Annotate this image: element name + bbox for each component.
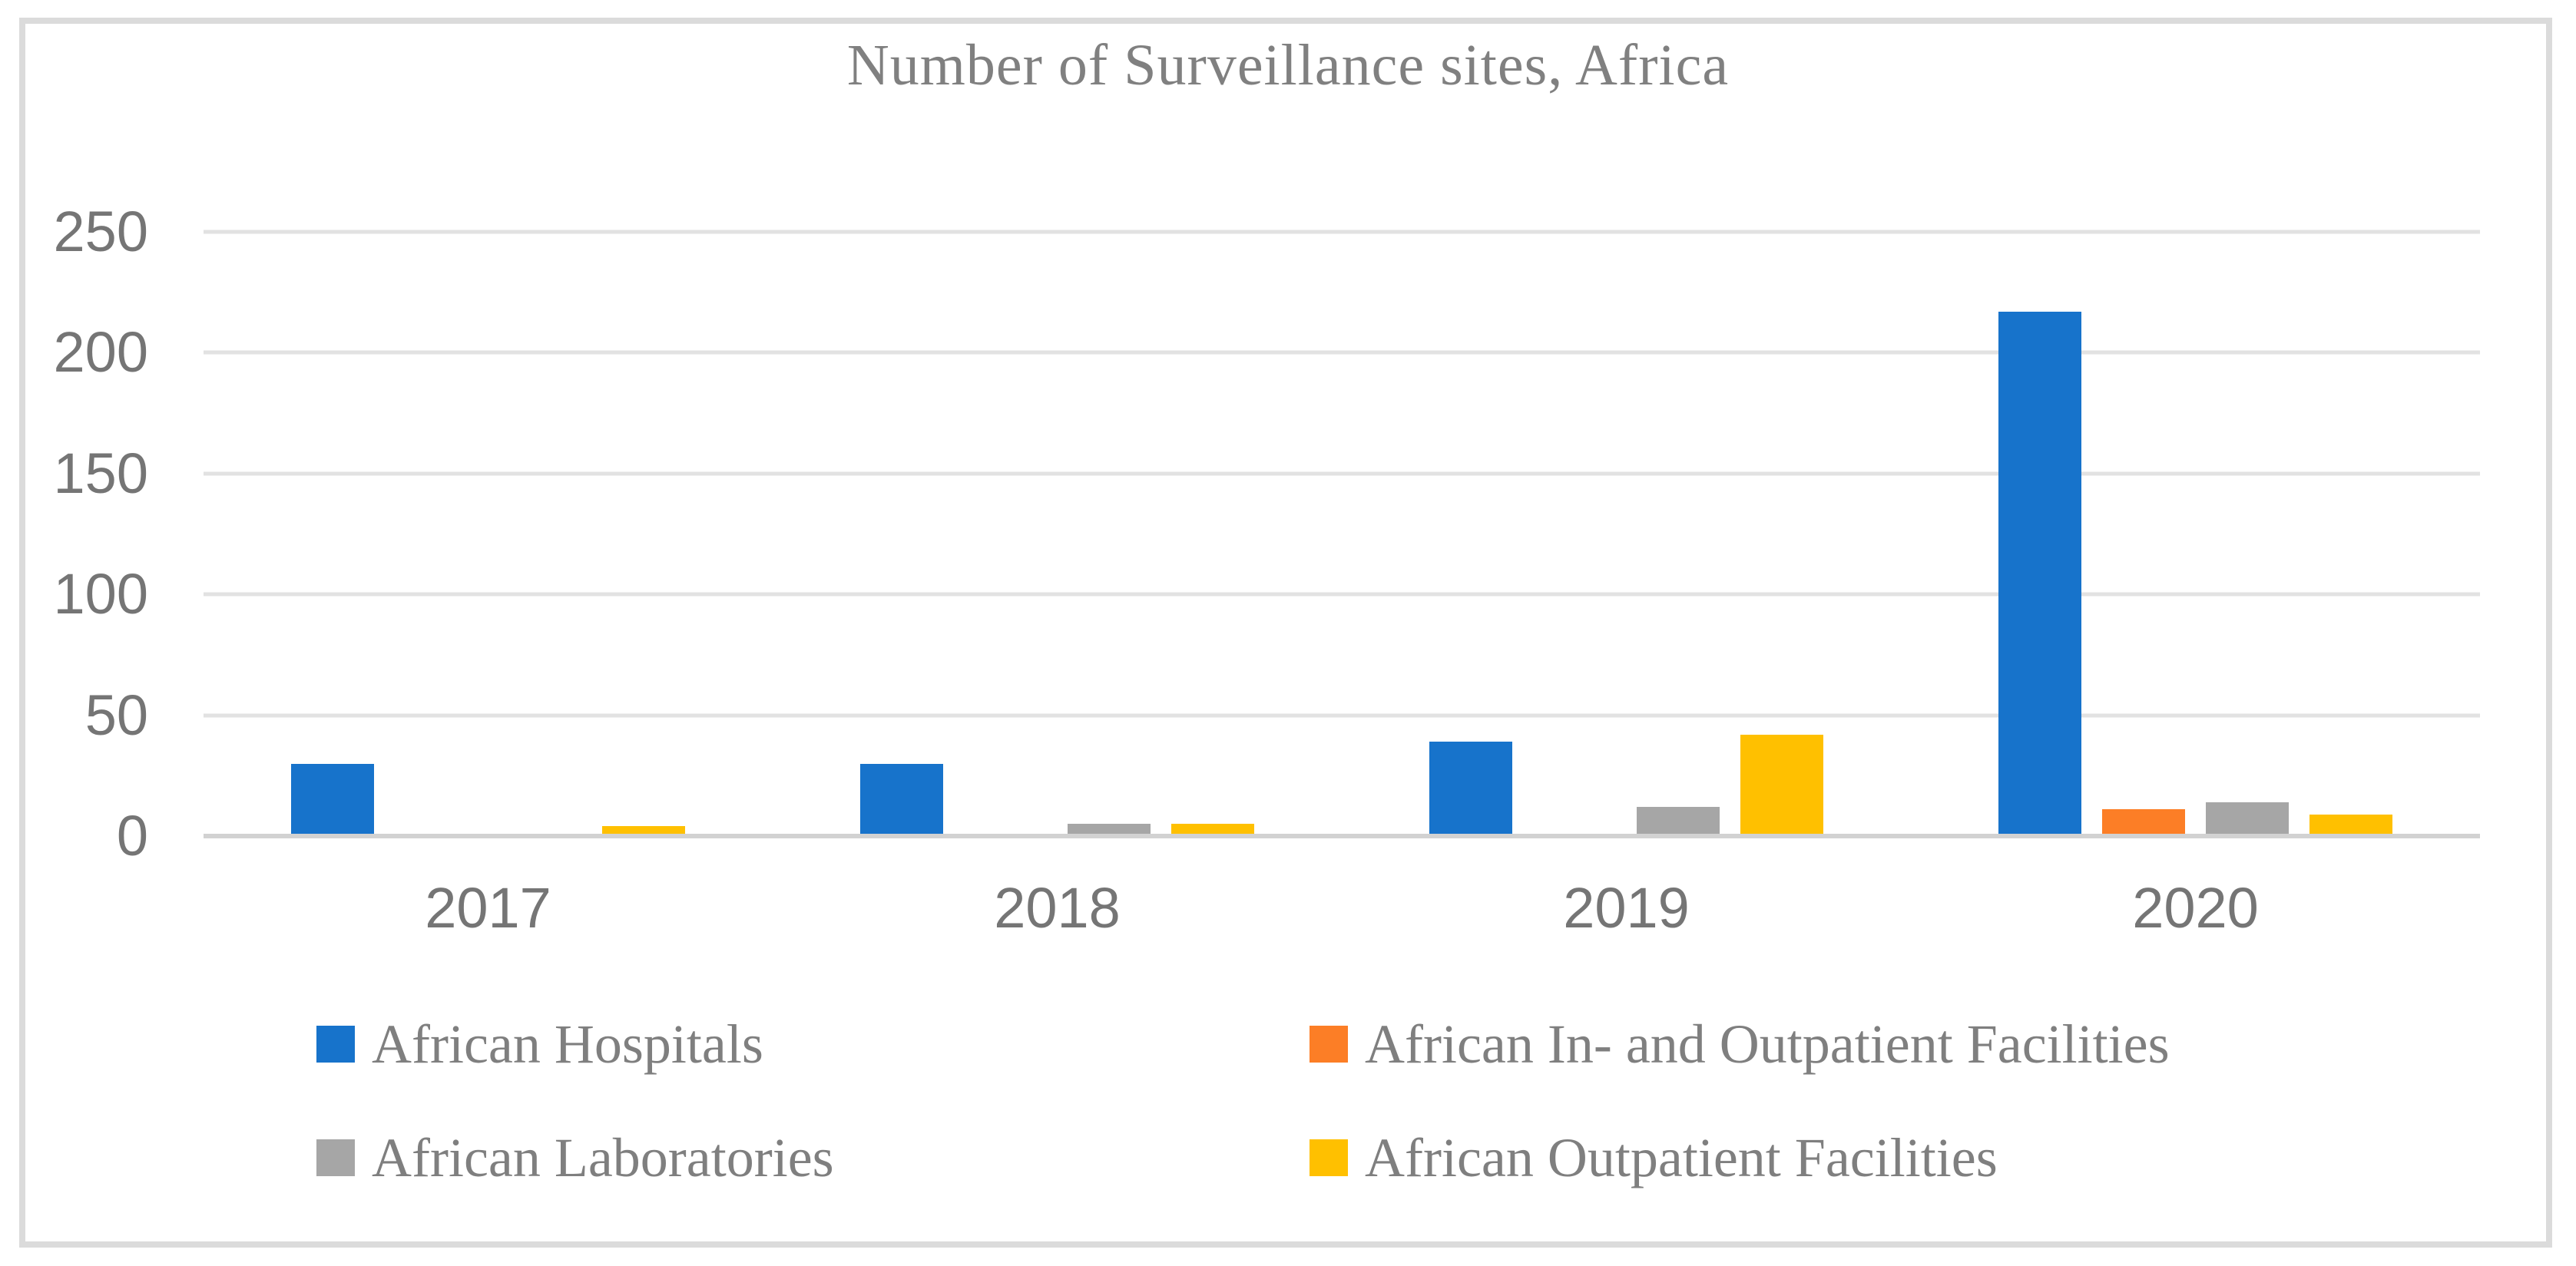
bar-group-2020 (1911, 232, 2480, 836)
legend-item-african-laboratories: African Laboratories (316, 1129, 834, 1187)
bar-group-2018 (773, 232, 1342, 836)
x-axis-tick-label-2019: 2019 (1563, 876, 1690, 940)
bar-group-2019 (1342, 232, 1911, 836)
bar-group-2017 (204, 232, 773, 836)
gridline-150 (204, 471, 2480, 476)
x-axis-labels: 2017 2018 2019 2020 (204, 880, 2480, 949)
legend-swatch-african-laboratories (316, 1139, 355, 1176)
y-axis-tick-label-0: 0 (116, 804, 148, 868)
x-axis-tick-label-2017: 2017 (425, 876, 551, 940)
bar-2017-african-outpatient-facilities (602, 826, 685, 836)
bar-2019-african-outpatient-facilities (1740, 734, 1823, 836)
bar-2020-african-outpatient-facilities (2309, 814, 2392, 836)
bar-2019-african-laboratories (1637, 807, 1720, 836)
plot-area (204, 230, 2480, 838)
legend-label-african-laboratories: African Laboratories (372, 1127, 834, 1188)
chart-border-frame (19, 18, 2552, 1248)
legend-swatch-african-hospitals (316, 1026, 355, 1063)
legend-item-african-outpatient-facilities: African Outpatient Facilities (1310, 1129, 1998, 1187)
y-axis-tick-label-50: 50 (84, 683, 148, 747)
y-axis-tick-label-250: 250 (53, 200, 148, 263)
gridline-200 (204, 350, 2480, 355)
legend-swatch-african-in-and-outpatient-facilities (1310, 1026, 1348, 1063)
y-axis-tick-label-150: 150 (53, 441, 148, 505)
y-axis-tick-label-100: 100 (53, 562, 148, 626)
x-axis-line (204, 834, 2480, 838)
bar-2018-african-hospitals (860, 763, 943, 836)
y-axis-tick-label-200: 200 (53, 320, 148, 385)
gridline-250 (204, 230, 2480, 234)
chart-title: Number of Surveillance sites, Africa (846, 33, 1730, 98)
bar-2018-african-outpatient-facilities (1171, 824, 1254, 836)
gridline-100 (204, 592, 2480, 597)
legend-item-african-hospitals: African Hospitals (316, 1015, 763, 1073)
bar-2019-african-hospitals (1429, 742, 1512, 836)
bar-2020-african-laboratories (2206, 802, 2289, 836)
legend-item-african-in-and-outpatient-facilities: African In- and Outpatient Facilities (1310, 1015, 2170, 1073)
bar-2020-african-in-and-outpatient-facilities (2102, 809, 2185, 836)
x-axis-tick-label-2020: 2020 (2132, 876, 2259, 940)
legend-label-african-in-and-outpatient-facilities: African In- and Outpatient Facilities (1365, 1013, 2170, 1075)
bar-2017-african-hospitals (291, 763, 374, 836)
x-axis-tick-label-2018: 2018 (994, 876, 1121, 940)
y-axis: 0 50 100 150 200 250 (31, 203, 148, 864)
gridline-50 (204, 713, 2480, 718)
legend-label-african-outpatient-facilities: African Outpatient Facilities (1365, 1127, 1998, 1188)
legend-label-african-hospitals: African Hospitals (372, 1013, 763, 1075)
legend-swatch-african-outpatient-facilities (1310, 1139, 1348, 1176)
bar-2018-african-laboratories (1068, 824, 1151, 836)
bar-2020-african-hospitals (1998, 311, 2081, 836)
